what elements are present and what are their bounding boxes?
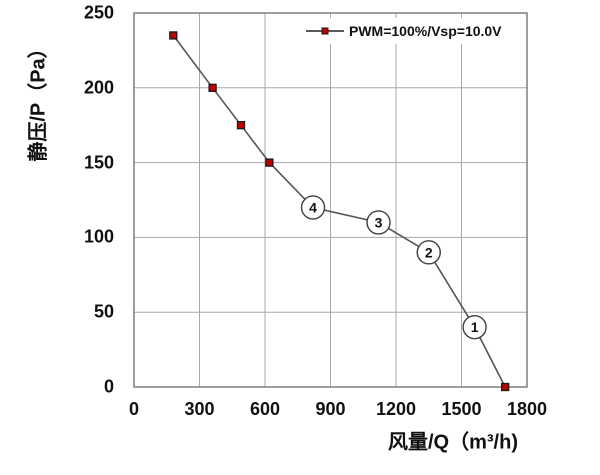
data-point-marker: [208, 83, 217, 92]
x-tick-label: 0: [128, 399, 140, 419]
x-axis-title: 风量/Q（m³/h): [388, 431, 518, 454]
data-point-marker: [501, 382, 510, 392]
annotation-circle: [366, 210, 391, 235]
x-tick-label: 300: [184, 399, 215, 419]
data-point-marker: [265, 158, 274, 167]
y-tick-label: 0: [103, 376, 114, 397]
legend-marker-line: [306, 27, 344, 35]
y-tick-label: 100: [83, 226, 114, 247]
y-axis-title: 静压/P（Pa）: [27, 38, 50, 162]
legend-label: PWM=100%/Vsp=10.0V: [349, 23, 502, 39]
x-tick-label: 1200: [375, 399, 417, 419]
data-point-marker: [169, 31, 178, 40]
y-tick-label: 50: [93, 301, 114, 322]
legend-square-marker-icon: [321, 27, 329, 35]
x-tick-label: 1800: [506, 399, 548, 419]
x-tick-label: 1500: [441, 399, 482, 419]
annotation-circle: [416, 240, 441, 265]
data-point-marker: [236, 121, 246, 130]
x-tick-label: 600: [249, 399, 281, 419]
y-tick-label: 150: [83, 152, 114, 173]
annotation-number: 2: [425, 244, 433, 260]
annotation-number: 3: [375, 214, 383, 230]
y-tick-label: 200: [83, 77, 114, 98]
annotation-number: 4: [309, 199, 317, 215]
annotation-circle: [300, 195, 326, 220]
legend: PWM=100%/Vsp=10.0V: [304, 18, 506, 44]
annotation-circle: [462, 314, 487, 340]
annotation-number: 1: [471, 319, 479, 335]
y-tick-label: 250: [83, 2, 114, 23]
x-tick-label: 900: [315, 399, 346, 419]
plot-border: [133, 12, 528, 388]
